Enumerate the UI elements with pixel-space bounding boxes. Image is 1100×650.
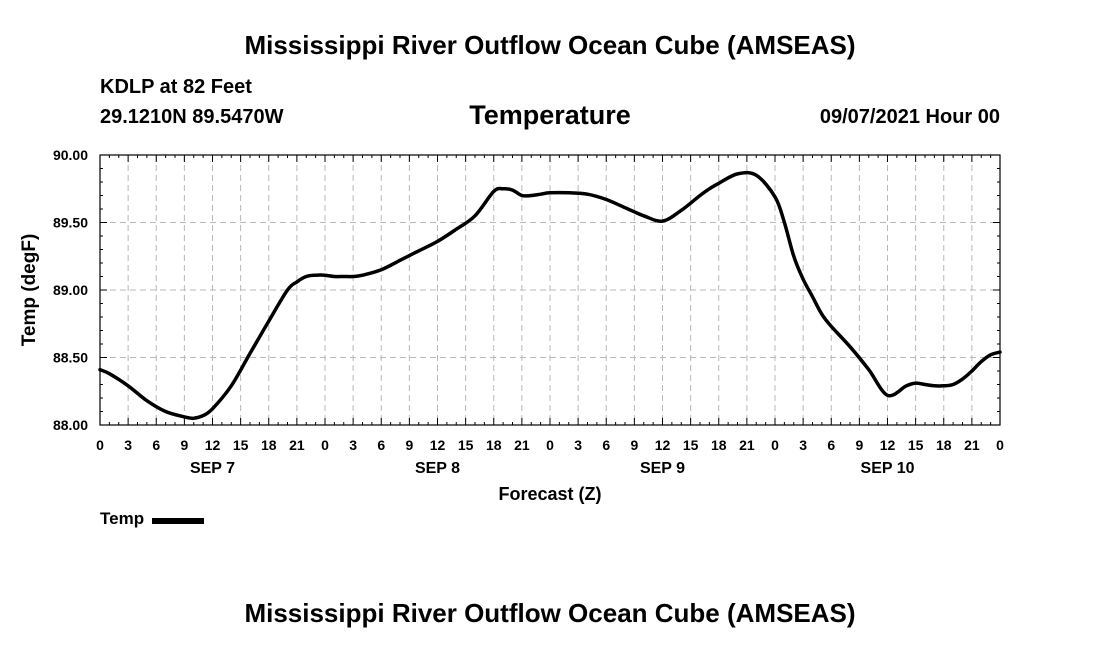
x-tick-label: 6: [602, 437, 610, 453]
y-tick-label: 89.00: [53, 282, 88, 298]
x-tick-label: 15: [233, 437, 249, 453]
y-tick-label: 89.50: [53, 215, 88, 231]
x-tick-label: 9: [405, 437, 413, 453]
y-tick-label: 88.50: [53, 350, 88, 366]
x-tick-label: 6: [152, 437, 160, 453]
x-tick-label: 12: [880, 437, 896, 453]
x-tick-label: 21: [739, 437, 755, 453]
x-day-label: SEP 10: [861, 460, 915, 477]
x-tick-label: 12: [655, 437, 671, 453]
x-axis-label: Forecast (Z): [498, 484, 601, 504]
x-tick-label: 18: [711, 437, 727, 453]
x-tick-label: 3: [799, 437, 807, 453]
x-tick-label: 6: [377, 437, 385, 453]
x-tick-label: 21: [964, 437, 980, 453]
chart-footer-title: Mississippi River Outflow Ocean Cube (AM…: [244, 598, 856, 628]
datetime-label: 09/07/2021 Hour 00: [819, 106, 1000, 128]
legend: Temp: [100, 509, 205, 529]
legend-line-swatch: [152, 517, 205, 524]
x-tick-label: 21: [514, 437, 530, 453]
x-tick-label: 15: [458, 437, 474, 453]
coordinates-label: 29.1210N 89.5470W: [100, 106, 284, 128]
x-tick-label: 0: [996, 437, 1004, 453]
x-tick-label: 12: [205, 437, 221, 453]
chart-main-title: Mississippi River Outflow Ocean Cube (AM…: [244, 30, 856, 60]
x-tick-label: 15: [908, 437, 924, 453]
x-tick-label: 18: [486, 437, 502, 453]
variable-title: Temperature: [469, 100, 631, 130]
x-tick-label: 18: [261, 437, 277, 453]
station-label: KDLP at 82 Feet: [100, 76, 252, 98]
x-tick-label: 0: [96, 437, 104, 453]
x-tick-label: 3: [124, 437, 132, 453]
y-tick-label: 90.00: [53, 147, 88, 163]
x-tick-label: 21: [289, 437, 305, 453]
x-tick-label: 9: [855, 437, 863, 453]
x-tick-label: 15: [683, 437, 699, 453]
temp-series-line: [98, 170, 1002, 421]
x-tick-label: 18: [936, 437, 952, 453]
x-tick-label: 9: [180, 437, 188, 453]
x-tick-label: 3: [349, 437, 357, 453]
x-tick-label: 0: [771, 437, 779, 453]
x-day-label: SEP 8: [415, 460, 460, 477]
y-axis-label: Temp (degF): [19, 234, 40, 347]
y-tick-label: 88.00: [53, 417, 88, 433]
x-day-label: SEP 9: [640, 460, 685, 477]
x-tick-label: 0: [546, 437, 554, 453]
x-tick-label: 3: [574, 437, 582, 453]
legend-label: Temp: [100, 509, 145, 528]
x-tick-label: 6: [827, 437, 835, 453]
x-tick-label: 9: [630, 437, 638, 453]
x-day-label: SEP 7: [190, 460, 235, 477]
x-tick-label: 0: [321, 437, 329, 453]
x-tick-label: 12: [430, 437, 446, 453]
